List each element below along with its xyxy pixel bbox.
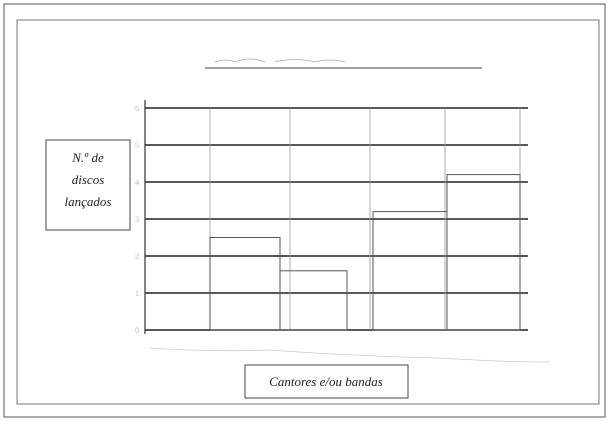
y-tick-label: 6 — [135, 104, 139, 113]
y-tick-label: 2 — [135, 252, 139, 261]
y-tick-label: 0 — [135, 326, 139, 335]
y-tick-label: 4 — [135, 178, 139, 187]
y-label: N.º de discos lançados — [65, 150, 112, 209]
y-tick-label: 5 — [135, 141, 139, 150]
title-scribble — [214, 58, 346, 63]
x-scribble — [149, 347, 551, 363]
y-tick-label: 1 — [135, 289, 139, 298]
x-label: Cantores e/ou bandas — [269, 374, 383, 389]
paper-border — [16, 19, 600, 405]
y-tick-label: 3 — [135, 215, 139, 224]
bar — [279, 270, 348, 331]
x-label-box — [244, 364, 409, 399]
y-label-box — [45, 139, 131, 231]
bar — [446, 174, 521, 331]
